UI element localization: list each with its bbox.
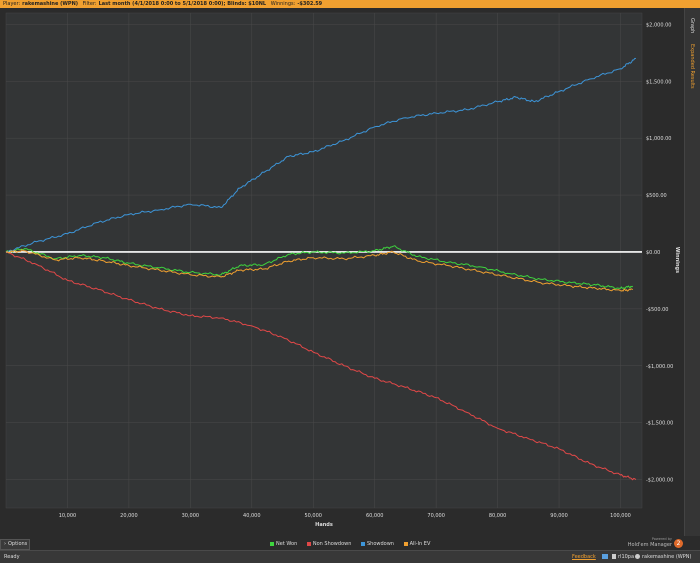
tab-graph[interactable]: Graph [689, 18, 695, 34]
active-player[interactable]: rakemashine (WPN) [642, 554, 692, 560]
y-tick-label: -$1,000.00 [646, 364, 673, 370]
tab-expanded-results[interactable]: Expanded Results [689, 44, 695, 89]
all-in-ev-swatch [403, 541, 408, 546]
y-tick-label: $500.00 [646, 193, 667, 199]
x-axis-label: Hands [315, 522, 333, 528]
y-tick-label: -$2,000.00 [646, 478, 673, 484]
non-showdown-swatch [306, 541, 311, 546]
player-value[interactable]: rakemashine (WPN) [22, 1, 79, 7]
filter-bar: Player: rakemashine (WPN) Filter: Last mon… [0, 0, 700, 8]
y-tick-label: -$500.00 [646, 307, 668, 313]
chevron-right-icon: › [4, 541, 6, 547]
x-tick-label: 80,000 [489, 513, 507, 519]
hm-logo-icon: 2 [674, 539, 683, 548]
chart-legend: Net Won Non Showdown Showdown All-In EV [270, 541, 438, 547]
showdown-swatch [360, 541, 365, 546]
database-icon[interactable] [602, 554, 608, 559]
x-tick-label: 20,000 [120, 513, 138, 519]
x-tick-label: 70,000 [427, 513, 445, 519]
legend-label: Net Won [276, 541, 298, 547]
series-line-all-in-ev [5, 249, 633, 292]
net-won-swatch [270, 541, 274, 546]
winnings-value: -$302.59 [297, 1, 323, 7]
legend-item-net-won[interactable]: Net Won [270, 541, 297, 547]
series-line-non-showdown [5, 251, 637, 481]
filter-label: Filter: [82, 1, 97, 7]
y-tick-label: $2,000.00 [646, 22, 671, 28]
y-tick-label: -$1,500.00 [646, 421, 673, 427]
status-bar: Ready Feedback rl10pa rakemashine (WPN) [0, 550, 700, 563]
legend-item-all-in-ev[interactable]: All-In EV [403, 541, 431, 547]
side-tabs: Graph Expanded Results [684, 8, 700, 536]
x-tick-label: 60,000 [366, 513, 384, 519]
winnings-graph: 10,000 20,000 30,000 40,000 50,000 60,000 70,0… [5, 12, 680, 528]
y-tick-label: $1,000.00 [646, 136, 671, 142]
winnings-label: Winnings: [270, 1, 296, 7]
legend-label: All-In EV [409, 541, 431, 547]
x-tick-label: 30,000 [182, 513, 200, 519]
user-icon [612, 554, 616, 559]
legend-item-non-showdown[interactable]: Non Showdown [306, 541, 352, 547]
x-tick-label: 100,000 [610, 513, 631, 519]
feedback-link[interactable]: Feedback [572, 554, 596, 560]
player-label: Player: [3, 1, 21, 7]
x-tick-label: 10,000 [59, 513, 77, 519]
brand-name: Hold'em Manager [627, 542, 672, 548]
y-tick-label: $1,500.00 [646, 79, 671, 85]
x-tick-label: 90,000 [550, 513, 568, 519]
y-axis-label: Winnings [674, 247, 680, 273]
legend-item-showdown[interactable]: Showdown [360, 541, 394, 547]
x-tick-label: 50,000 [304, 513, 322, 519]
powered-by-label: Powered by [651, 537, 672, 541]
player-icon [635, 554, 640, 559]
holdem-manager-logo: Powered by Hold'em Manager 2 [618, 537, 684, 549]
status-text: Ready [4, 554, 20, 560]
y-tick-label: $0.00 [646, 250, 660, 256]
filter-value[interactable]: Last month (4/1/2018 0:00 to 5/1/2018 0:… [98, 1, 267, 7]
x-tick-label: 40,000 [243, 513, 261, 519]
options-button[interactable]: › Options [0, 539, 30, 550]
series-line-showdown [5, 57, 636, 253]
database-name: rl10pa [618, 554, 635, 560]
legend-label: Non Showdown [312, 541, 352, 547]
series-line-net-won [5, 245, 634, 290]
options-label: Options [8, 541, 28, 547]
legend-label: Showdown [366, 541, 394, 547]
